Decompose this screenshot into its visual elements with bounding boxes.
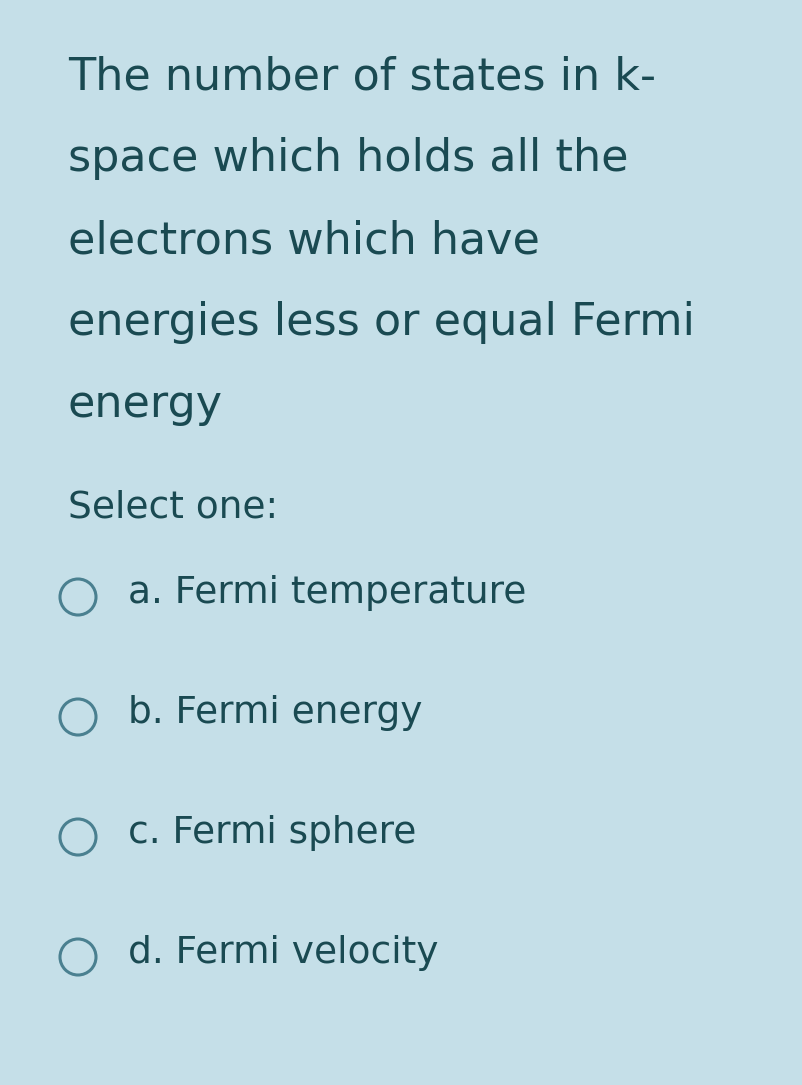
Circle shape bbox=[60, 699, 96, 735]
Text: b. Fermi energy: b. Fermi energy bbox=[128, 695, 422, 731]
Circle shape bbox=[60, 819, 96, 855]
Text: energies less or equal Fermi: energies less or equal Fermi bbox=[68, 301, 694, 344]
Text: electrons which have: electrons which have bbox=[68, 219, 539, 261]
Text: a. Fermi temperature: a. Fermi temperature bbox=[128, 575, 526, 611]
Circle shape bbox=[60, 939, 96, 975]
Text: c. Fermi sphere: c. Fermi sphere bbox=[128, 815, 416, 851]
Circle shape bbox=[60, 579, 96, 615]
Text: space which holds all the: space which holds all the bbox=[68, 137, 628, 180]
Text: Select one:: Select one: bbox=[68, 490, 277, 526]
Text: energy: energy bbox=[68, 383, 223, 426]
Text: The number of states in k-: The number of states in k- bbox=[68, 55, 655, 98]
Text: d. Fermi velocity: d. Fermi velocity bbox=[128, 935, 438, 971]
